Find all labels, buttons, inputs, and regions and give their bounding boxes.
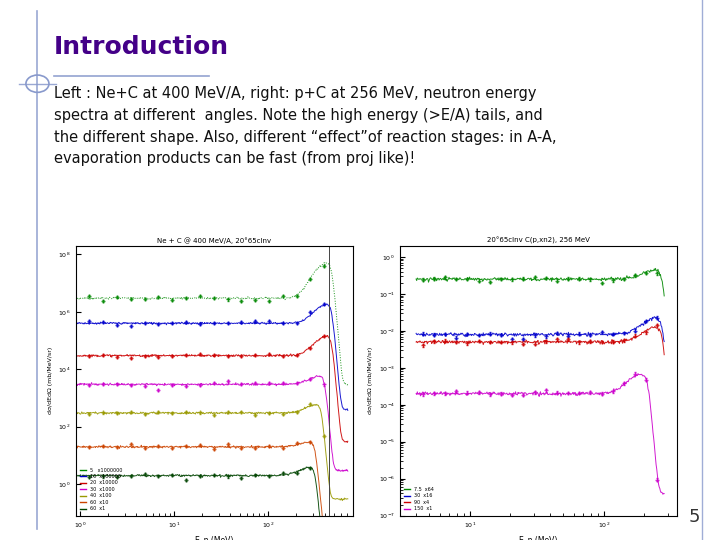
X-axis label: E_n (MeV): E_n (MeV) <box>519 536 557 540</box>
Text: Introduction: Introduction <box>54 35 229 59</box>
Legend: 5   x1000000, 10  x100000, 20  x10000, 30  x1000, 40  x100, 60  x10, 60  x1: 5 x1000000, 10 x100000, 20 x10000, 30 x1… <box>78 465 124 513</box>
Text: Left : Ne+C at 400 MeV/A, right: p+C at 256 MeV, neutron energy
spectra at diffe: Left : Ne+C at 400 MeV/A, right: p+C at … <box>54 86 557 166</box>
Y-axis label: dσ/dEdΩ (mb/MeV/sr): dσ/dEdΩ (mb/MeV/sr) <box>368 347 373 414</box>
Text: 5: 5 <box>688 509 700 526</box>
X-axis label: E_n (MeV): E_n (MeV) <box>195 536 233 540</box>
Y-axis label: dσ/dEdΩ (mb/MeV/sr): dσ/dEdΩ (mb/MeV/sr) <box>48 347 53 414</box>
Title: 20°65clnv C(p,xn2), 256 MeV: 20°65clnv C(p,xn2), 256 MeV <box>487 237 590 245</box>
Legend: 7.5  x64, 30  x16, 90  x4, 150  x1: 7.5 x64, 30 x16, 90 x4, 150 x1 <box>402 485 436 513</box>
Title: Ne + C @ 400 MeV/A, 20°65clnv: Ne + C @ 400 MeV/A, 20°65clnv <box>157 237 271 244</box>
